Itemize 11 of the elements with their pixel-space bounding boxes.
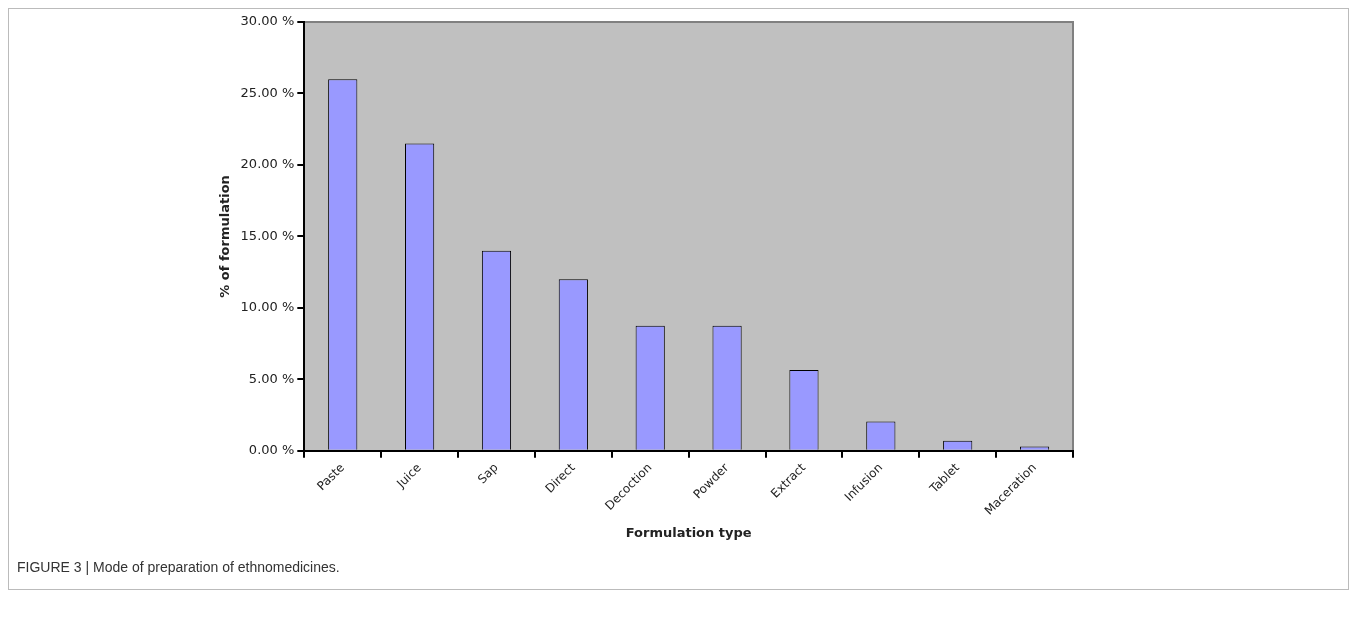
x-tick-label: Sap	[474, 460, 501, 487]
y-tick-label: 10.00 %	[240, 299, 295, 315]
y-tick-label: 15.00 %	[240, 227, 295, 243]
y-tick-label: 0.00 %	[248, 442, 295, 458]
caption: FIGURE 3 | Mode of preparation of ethnomedicines.	[16, 558, 341, 577]
y-tick-label: 20.00 %	[240, 156, 295, 172]
y-tick-label: 30.00 %	[240, 13, 295, 29]
y-tick-label: 5.00 %	[248, 370, 295, 386]
x-axis-title: Formulation type	[625, 524, 752, 540]
y-tick-label: 25.00 %	[240, 84, 295, 100]
y-axis-title: % of formulation	[217, 175, 233, 298]
